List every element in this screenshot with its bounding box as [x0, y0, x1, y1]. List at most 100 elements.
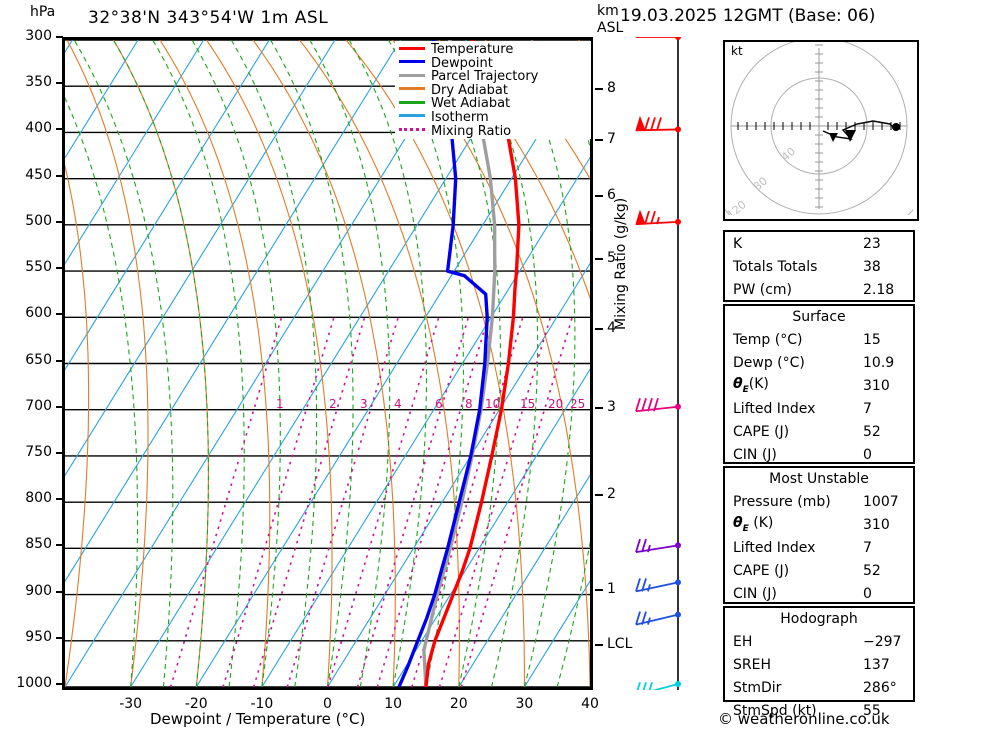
table-row-value: 15 [863, 331, 881, 348]
pressure-tick [56, 405, 63, 408]
temperature-tick-label: -30 [119, 696, 143, 712]
wind-barb [635, 611, 681, 626]
hodograph-ring-label: 80 [751, 174, 770, 193]
table-row: Dewp (°C) 10.9 [725, 351, 913, 374]
altitude-tick [595, 87, 603, 90]
altitude-tick-label: 2 [607, 485, 616, 502]
skewt-panel: hPa 32°38'N 343°54'W 1m ASL km ASL 300 35… [0, 3, 681, 733]
wind-barb [636, 681, 681, 690]
altitude-tick-label: 8 [607, 79, 616, 96]
table-row-key: PW (cm) [733, 281, 792, 298]
table-row: CAPE (J) 52 [725, 559, 913, 582]
altitude-tick-label: 3 [607, 398, 616, 415]
legend-item: Temperature [399, 43, 591, 57]
hodograph-ring-label: 120 [725, 198, 749, 215]
temperature-axis: -30 -20 -10 0 10 20 30 40 [0, 690, 620, 733]
altitude-tick [595, 493, 603, 496]
table-row-value: 10.9 [863, 354, 895, 371]
table-row: Lifted Index 7 [725, 397, 913, 420]
legend-swatch-icon [399, 87, 425, 91]
table-row-key: Lifted Index [733, 400, 816, 417]
table-row-value: −297 [863, 633, 902, 650]
skewt-svg [65, 40, 590, 687]
altitude-tick-label: 7 [607, 130, 616, 147]
temperature-tick-label: -20 [184, 696, 208, 712]
table-row: θE (K) 310 [725, 513, 913, 536]
pressure-tick [56, 128, 63, 131]
table-row: CAPE (J) 52 [725, 420, 913, 443]
wind-barb [635, 209, 681, 226]
table-row: EH −297 [725, 630, 913, 653]
pressure-tick-label: 350 [25, 74, 52, 91]
legend-item-label: Dry Adiabat [431, 82, 508, 98]
lcl-label: LCL [607, 636, 633, 653]
mixing-ratio-label: 6 [435, 397, 443, 411]
table-row-key: CAPE (J) [733, 423, 790, 440]
table-title: Surface [792, 309, 846, 325]
table-row-key: StmSpd (kt) [733, 702, 817, 719]
pressure-tick [56, 220, 63, 223]
pressure-tick-label: 900 [25, 582, 52, 599]
legend-item-label: Temperature [431, 42, 514, 57]
pressure-unit-label: hPa [30, 4, 56, 20]
mixing-ratio-label: 2 [329, 397, 337, 411]
pressure-tick [56, 174, 63, 177]
table-row-value: 52 [863, 423, 881, 440]
table-row-key: θE (K) [733, 515, 774, 534]
legend-item: Dewpoint [399, 55, 591, 71]
temperature-tick-label: 30 [515, 696, 534, 712]
table-row-value: 310 [863, 516, 890, 533]
pressure-tick [56, 82, 63, 85]
pressure-tick-label: 400 [25, 120, 52, 137]
table-row: Lifted Index 7 [725, 536, 913, 559]
lcl-tick [595, 644, 603, 647]
table-row-value: 310 [863, 377, 890, 394]
table-row-value: 23 [863, 235, 881, 252]
table-row-key: θE(K) [733, 376, 769, 395]
table-row-key: EH [733, 633, 753, 650]
pressure-tick-label: 950 [25, 628, 52, 645]
x-axis-title: Dewpoint / Temperature (°C) [150, 710, 366, 728]
wind-barb [635, 397, 681, 413]
wind-barb-column [635, 37, 681, 690]
temperature-tick-label: -10 [250, 696, 274, 712]
hodograph-panel[interactable]: kt 40 80 120 [723, 40, 919, 221]
legend-item-label: Dewpoint [431, 55, 493, 71]
table-row: StmSpd (kt) 55 [725, 699, 913, 722]
altitude-tick-label: 4 [607, 320, 616, 337]
table-row: Pressure (mb) 1007 [725, 490, 913, 513]
table-row-value: 52 [863, 562, 881, 579]
legend-item: Mixing Ratio [399, 124, 591, 139]
altitude-tick [595, 406, 603, 409]
table-row: SREH 137 [725, 653, 913, 676]
table-row-value: 38 [863, 258, 881, 275]
mixing-ratio-labels: 1 2 3 4 6 8 10 15 20 25 [276, 397, 585, 411]
mixing-ratio-label: 8 [465, 397, 473, 411]
legend-item: Isotherm [399, 111, 591, 125]
legend-swatch-icon [399, 46, 425, 50]
altitude-tick [595, 257, 603, 260]
table-row-key: CIN (J) [733, 446, 777, 463]
skewt-plot-area[interactable] [62, 37, 593, 690]
table-row-value: 286° [863, 679, 897, 696]
altitude-tick-label: 1 [607, 580, 616, 597]
pressure-tick [56, 544, 63, 547]
mixing-ratio-label: 1 [276, 397, 284, 411]
table-row: Temp (°C) 15 [725, 328, 913, 351]
legend-swatch-icon [399, 73, 425, 77]
altitude-tick [595, 138, 603, 141]
table-row-key: Dewp (°C) [733, 354, 805, 371]
table-row-key: Temp (°C) [733, 331, 803, 348]
wind-barb [635, 538, 681, 553]
table-row: K 23 [725, 232, 913, 255]
pressure-tick [56, 590, 63, 593]
pressure-tick [56, 636, 63, 639]
pressure-tick-label: 450 [25, 166, 52, 183]
altitude-ref-label: ASL [597, 20, 624, 36]
table-row-key: CAPE (J) [733, 562, 790, 579]
table-row-key: StmDir [733, 679, 782, 696]
table-row: θE(K) 310 [725, 374, 913, 397]
pressure-tick [56, 313, 63, 316]
table-row-value: 7 [863, 539, 872, 556]
